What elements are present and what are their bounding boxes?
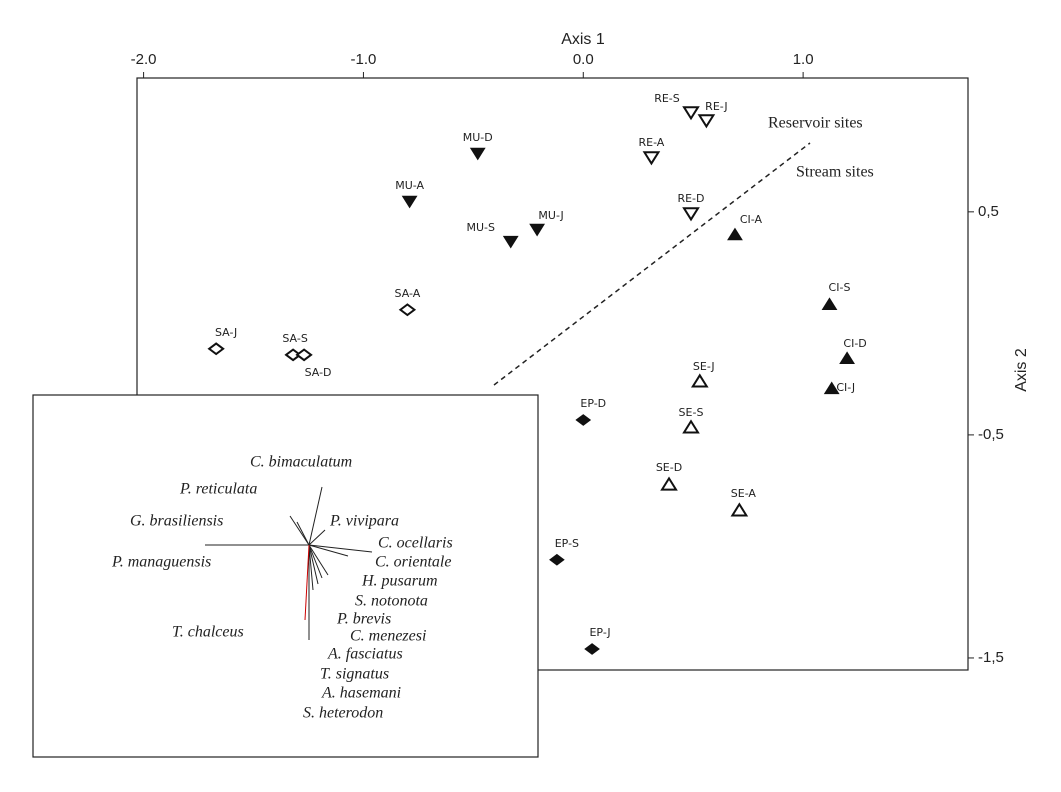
point-label: SE-D: [656, 461, 682, 474]
data-point: [502, 235, 519, 249]
point-label: EP-D: [580, 397, 606, 410]
point-label: CI-A: [740, 213, 763, 226]
point-label: SA-D: [305, 366, 332, 379]
species-label: P. vivipara: [329, 513, 399, 530]
point-label: EP-J: [589, 626, 610, 639]
data-point: [682, 419, 700, 434]
point-label: SE-A: [731, 487, 757, 500]
data-point: [823, 381, 840, 395]
point-label: SE-J: [693, 360, 715, 373]
data-point: [682, 106, 700, 121]
species-label: C. ocellaris: [378, 535, 453, 552]
x-tick-label: 1.0: [793, 51, 814, 68]
annotation: Stream sites: [796, 164, 874, 181]
data-point: [697, 114, 716, 129]
point-label: SA-A: [395, 287, 421, 300]
species-label: T. signatus: [320, 666, 389, 683]
annotation: Reservoir sites: [768, 115, 863, 132]
species-label: S. notonota: [355, 593, 428, 610]
point-label: MU-A: [395, 179, 424, 192]
species-label: C. menezesi: [350, 628, 426, 645]
data-point: [690, 373, 709, 388]
point-label: MU-D: [463, 131, 493, 144]
data-point: [727, 227, 743, 241]
species-label: A. hasemani: [321, 685, 401, 702]
inset: C. bimaculatum P. reticulata G. brasiliens…: [32, 394, 539, 758]
y-axis-title: Axis 2: [1013, 348, 1030, 392]
point-label: CI-D: [843, 337, 866, 350]
species-label: S. heterodon: [303, 705, 383, 722]
point-label: CI-J: [836, 381, 855, 394]
points: RE-S RE-J RE-A RE-D MU-D MU-A MU-S MU-J CI-A CI-S…: [207, 92, 867, 655]
point-label: EP-S: [555, 537, 579, 550]
point-label: RE-D: [677, 192, 704, 205]
inset-frame: [32, 394, 539, 758]
data-point: [730, 502, 749, 517]
data-point: [839, 351, 855, 365]
point-label: CI-S: [829, 281, 851, 294]
point-label: RE-S: [654, 92, 680, 105]
plot-frame: [136, 77, 969, 671]
x-tick-label: -1.0: [351, 51, 377, 68]
y-tick-label: -1,5: [978, 649, 1004, 666]
data-point: [682, 207, 700, 222]
x-tick-label: 0.0: [573, 51, 594, 68]
species-label: T. chalceus: [172, 624, 244, 641]
x-axis-title: Axis 1: [561, 31, 605, 48]
point-label: SA-S: [282, 332, 307, 345]
species-label: H. pusarum: [361, 573, 438, 590]
data-point: [642, 151, 661, 166]
point-label: RE-J: [705, 100, 727, 113]
data-point: [207, 342, 225, 356]
species-label: C. orientale: [375, 554, 451, 571]
data-point: [529, 223, 546, 237]
species-label: C. bimaculatum: [250, 454, 352, 471]
data-point: [295, 348, 313, 362]
loading-vectors: [205, 486, 373, 640]
species-label: A. fasciatus: [327, 646, 403, 663]
species-label: G. brasiliensis: [130, 513, 223, 530]
species-label: P. reticulata: [179, 481, 257, 498]
x-tick-label: -2.0: [131, 51, 157, 68]
data-point: [398, 303, 417, 317]
species-labels: C. bimaculatum P. reticulata G. brasiliens…: [111, 454, 453, 722]
data-point: [821, 297, 838, 311]
species-label: P. managuensis: [111, 554, 211, 571]
data-point: [575, 414, 592, 426]
data-point: [549, 553, 565, 566]
data-point: [401, 195, 418, 209]
point-label: SA-J: [215, 326, 237, 339]
y-tick-label: 0,5: [978, 203, 999, 220]
data-point: [584, 643, 600, 655]
species-label: P. brevis: [336, 611, 391, 628]
point-label: MU-J: [538, 209, 563, 222]
point-label: SE-S: [679, 406, 704, 419]
separator-line: [493, 142, 811, 386]
point-label: MU-S: [466, 221, 495, 234]
data-point: [469, 147, 486, 161]
y-tick-label: -0,5: [978, 426, 1004, 443]
point-label: RE-A: [638, 136, 664, 149]
data-point: [660, 476, 678, 491]
